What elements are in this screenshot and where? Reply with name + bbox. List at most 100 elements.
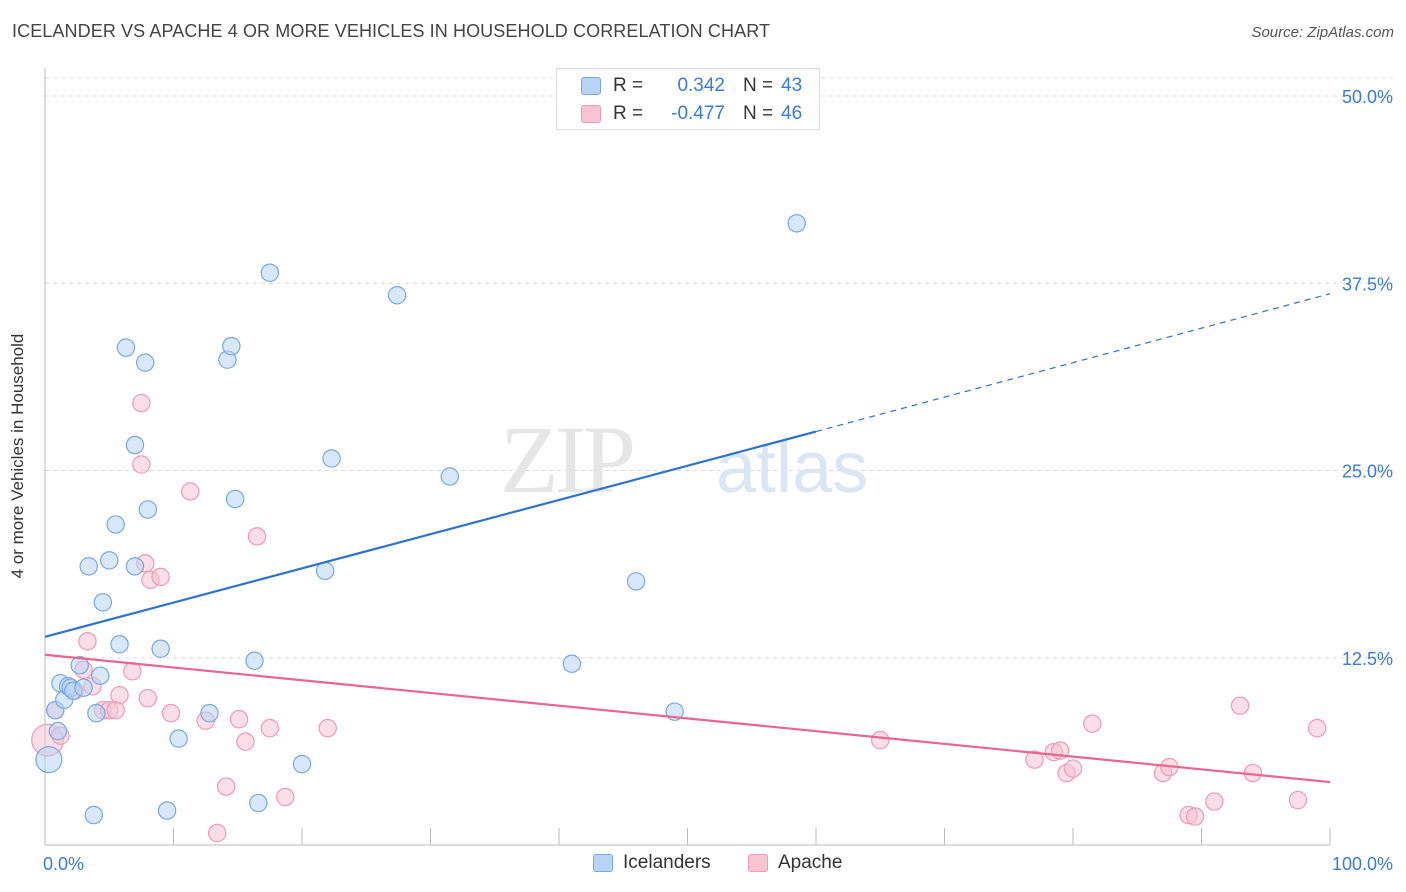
legend-r-label: R = [613, 103, 644, 124]
legend-swatch-blue [581, 77, 601, 95]
icelanders-point [74, 678, 93, 697]
apache-point [1063, 759, 1083, 778]
y-tick-label: 25.0% [1342, 462, 1393, 482]
icelanders-point [169, 729, 188, 748]
apache-point [1083, 714, 1102, 733]
icelanders-point [292, 754, 312, 774]
legend-row-icelanders: R = 0.342 N = 43 [581, 74, 802, 98]
apache-point [132, 455, 151, 474]
icelanders-point [626, 572, 646, 591]
legend-row-apache: R = -0.477 N = 46 [581, 102, 802, 126]
y-tick-label: 50.0% [1342, 87, 1393, 107]
apache-point [871, 730, 890, 750]
apache-point [138, 688, 158, 708]
icelanders-point [48, 721, 68, 741]
icelanders-point [260, 263, 280, 283]
gridlines [45, 77, 1395, 659]
axes [44, 68, 1331, 846]
legend-n-value: 43 [781, 75, 803, 96]
source-label: Source: ZipAtlas.com [1251, 24, 1394, 41]
icelanders-point [245, 651, 264, 670]
icelanders-point [135, 353, 155, 372]
apache-point [161, 703, 181, 723]
icelanders-point [787, 214, 806, 233]
legend-r-label: R = [613, 75, 644, 96]
icelanders-point [125, 557, 145, 576]
x-tick-label-max: 100.0% [1332, 854, 1393, 874]
apache-point [236, 732, 255, 751]
watermark: ZIP atlas [500, 406, 868, 513]
apache-point [110, 685, 129, 705]
legend-n-label: N = [743, 75, 774, 96]
apache-point [78, 632, 97, 651]
correlation-legend: R = 0.342 N = 43 R = -0.477 N = 46 [556, 68, 820, 130]
legend-n-label: N = [743, 103, 774, 124]
chart-title: ICELANDER VS APACHE 4 OR MORE VEHICLES I… [12, 21, 771, 41]
apache-point [132, 393, 151, 413]
icelanders-point [106, 515, 125, 534]
icelanders-point [157, 801, 177, 820]
icelanders-point [440, 467, 460, 486]
icelanders-point [110, 635, 129, 654]
apache-point [1307, 718, 1327, 738]
icelanders-point [100, 551, 119, 570]
apache-points [31, 393, 1327, 843]
icelanders-point [562, 654, 582, 673]
apache-point [151, 567, 170, 587]
apache-point [318, 718, 337, 738]
legend-r-value: -0.477 [671, 103, 725, 124]
apache-point [276, 787, 295, 807]
apache-point [207, 823, 227, 843]
icelanders-point [91, 666, 110, 685]
trend-lines [44, 293, 1331, 784]
icelanders-point [93, 593, 113, 612]
apache-point [1288, 790, 1308, 810]
apache-trend-line [44, 653, 1331, 784]
icelanders-point [200, 703, 219, 723]
series-legend: Icelanders Apache [0, 852, 1406, 876]
tick-labels: 12.5% 25.0% 37.5% 50.0% 0.0% 100.0% [43, 87, 1393, 874]
apache-point [229, 709, 249, 729]
apache-point [260, 718, 280, 738]
apache-label: Apache [778, 852, 843, 873]
icelanders-point [138, 500, 158, 519]
icelanders-point [249, 793, 268, 813]
icelanders-trend-line [44, 430, 817, 638]
apache-point [180, 482, 200, 501]
apache-swatch [748, 854, 768, 872]
icelanders-points [35, 214, 806, 825]
icelanders-point [125, 435, 145, 455]
icelanders-point [84, 805, 104, 825]
legend-swatch-pink [581, 105, 601, 123]
apache-point [1025, 750, 1044, 769]
icelanders-point [322, 449, 341, 468]
icelanders-point [225, 489, 245, 509]
watermark-zip: ZIP [500, 406, 633, 513]
icelanders-point [387, 285, 407, 305]
icelanders-point [70, 655, 89, 675]
apache-point [123, 661, 142, 681]
icelanders-point [151, 639, 170, 659]
apache-point [247, 527, 267, 546]
icelanders-point [116, 338, 136, 357]
legend-r-value: 0.342 [677, 75, 725, 96]
icelanders-point [87, 703, 106, 723]
apache-point [1185, 807, 1205, 826]
icelanders-trend-extension [815, 293, 1331, 433]
legend-n-value: 46 [781, 103, 803, 124]
y-tick-label: 37.5% [1342, 274, 1393, 294]
apache-point [216, 777, 236, 796]
icelanders-point [222, 336, 241, 356]
icelanders-point [35, 746, 63, 774]
icelanders-label: Icelanders [623, 852, 711, 873]
icelanders-swatch [593, 854, 613, 872]
x-tick-label-min: 0.0% [43, 854, 84, 874]
watermark-atlas: atlas [716, 428, 868, 508]
apache-point [1205, 792, 1224, 811]
legend-item-apache[interactable]: Apache [748, 852, 842, 874]
icelanders-point [79, 557, 98, 576]
y-tick-label: 12.5% [1342, 649, 1393, 669]
apache-point [1230, 696, 1250, 715]
legend-item-icelanders[interactable]: Icelanders [593, 852, 711, 874]
